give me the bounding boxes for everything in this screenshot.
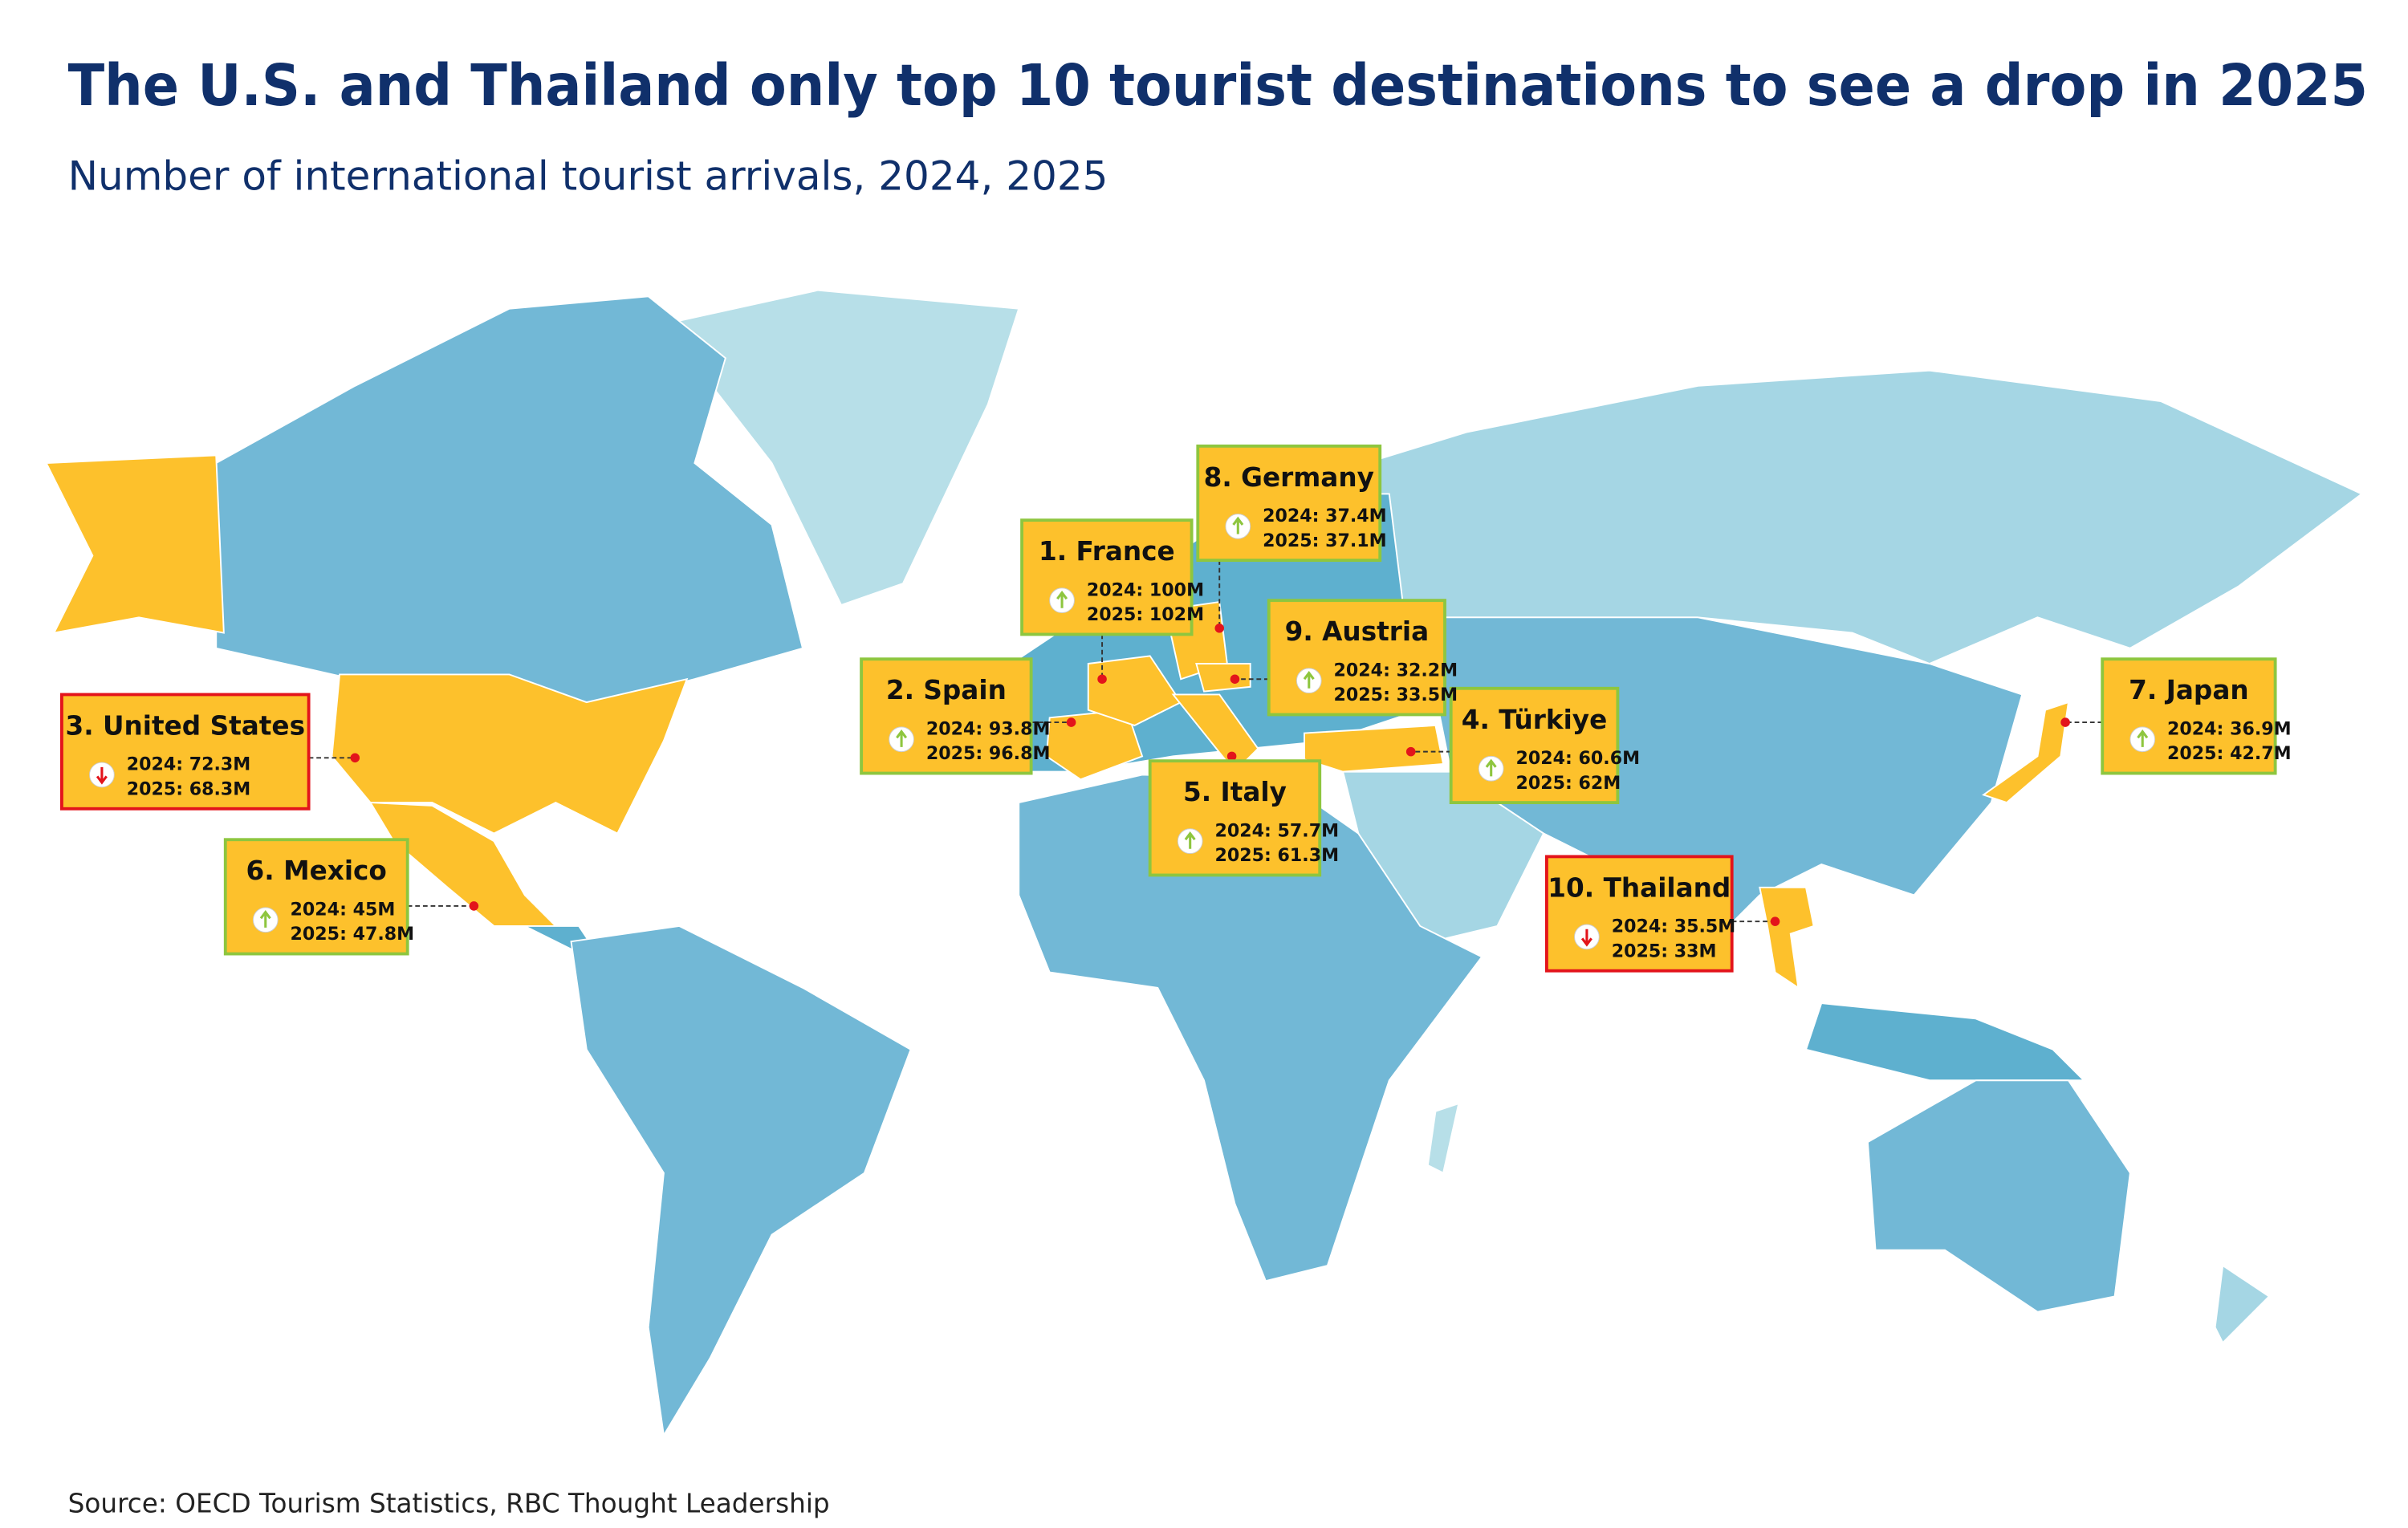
trend-arrow bbox=[1485, 758, 1497, 777]
callout-2024: 2024: 72.3M bbox=[127, 754, 251, 775]
new-zealand bbox=[2214, 1264, 2271, 1344]
source: Source: OECD Tourism Statistics, RBC Tho… bbox=[68, 1489, 830, 1519]
trend-arrow bbox=[2137, 729, 2149, 747]
callout-2024: 2024: 100M bbox=[1087, 579, 1204, 600]
callout-box bbox=[860, 657, 1033, 775]
callout-label: 1. France bbox=[1039, 536, 1175, 567]
france bbox=[1087, 655, 1182, 726]
trend-arrow bbox=[1056, 590, 1068, 608]
callout-2025: 2025: 33.5M bbox=[1334, 685, 1458, 705]
callout-label: 3. United States bbox=[65, 710, 305, 741]
callout-2024: 2024: 37.4M bbox=[1263, 506, 1387, 526]
title: The U.S. and Thailand only top 10 touris… bbox=[68, 52, 2368, 119]
callout-box bbox=[2101, 657, 2277, 775]
thailand bbox=[1759, 886, 1815, 990]
callout-2025: 2025: 42.7M bbox=[2167, 743, 2292, 764]
callout: 10. Thailand 2024: 35.5M 2025: 33M bbox=[1545, 855, 1780, 973]
location-dot bbox=[1066, 717, 1076, 727]
callout-label: 10. Thailand bbox=[1548, 872, 1731, 903]
callout-box bbox=[223, 838, 409, 956]
callouts: 1. France 2024: 100M 2025: 102M 2. Spain 202… bbox=[60, 444, 2292, 973]
united-states bbox=[331, 673, 689, 835]
callout-2025: 2025: 68.3M bbox=[127, 778, 251, 799]
callout-label: 9. Austria bbox=[1285, 616, 1430, 647]
callout: 1. France 2024: 100M 2025: 102M bbox=[1020, 518, 1204, 684]
turkiye bbox=[1304, 724, 1445, 773]
location-dot bbox=[469, 901, 479, 911]
austria bbox=[1195, 663, 1251, 693]
south-america bbox=[570, 925, 912, 1438]
callout-2024: 2024: 93.8M bbox=[926, 718, 1051, 739]
madagascar bbox=[1426, 1102, 1460, 1175]
callout-2025: 2025: 47.8M bbox=[291, 924, 415, 945]
location-dot bbox=[1405, 746, 1416, 757]
location-dot bbox=[1214, 624, 1224, 633]
location-dot bbox=[1770, 916, 1780, 926]
greenland bbox=[662, 289, 1020, 607]
japan bbox=[1982, 701, 2070, 804]
location-dot bbox=[2060, 717, 2070, 727]
callout-2024: 2024: 36.9M bbox=[2167, 718, 2292, 739]
callout-2024: 2024: 60.6M bbox=[1515, 748, 1640, 769]
world-map bbox=[45, 289, 2364, 1438]
trend-arrow bbox=[1184, 831, 1196, 849]
callout-box bbox=[1020, 518, 1194, 636]
callout-2025: 2025: 33M bbox=[1612, 941, 1717, 961]
trend-arrow bbox=[96, 766, 108, 785]
southeast-asia-islands bbox=[1804, 1002, 2086, 1082]
callout: 7. Japan 2024: 36.9M 2025: 42.7M bbox=[2060, 657, 2292, 775]
callout-box bbox=[60, 693, 311, 811]
callout-2025: 2025: 61.3M bbox=[1214, 845, 1339, 866]
callout-2025: 2025: 102M bbox=[1087, 604, 1204, 625]
location-dot bbox=[1226, 751, 1237, 762]
callout-box bbox=[1196, 444, 1382, 563]
callout-2024: 2024: 35.5M bbox=[1612, 916, 1736, 937]
callout: 8. Germany 2024: 37.4M 2025: 37.1M bbox=[1196, 444, 1387, 633]
location-dot bbox=[1230, 674, 1240, 684]
callout-label: 8. Germany bbox=[1204, 462, 1374, 493]
callout-box bbox=[1449, 686, 1620, 805]
callout-label: 4. Türkiye bbox=[1462, 705, 1608, 735]
trend-arrow bbox=[1303, 670, 1315, 689]
callout-label: 7. Japan bbox=[2129, 675, 2249, 705]
callout-label: 6. Mexico bbox=[246, 855, 387, 886]
callout-box bbox=[1148, 759, 1322, 877]
callout-2025: 2025: 62M bbox=[1515, 773, 1621, 794]
callout: 5. Italy 2024: 57.7M 2025: 61.3M bbox=[1148, 751, 1339, 877]
callout-2024: 2024: 32.2M bbox=[1334, 660, 1458, 681]
callout: 9. Austria 2024: 32.2M 2025: 33.5M bbox=[1230, 599, 1458, 717]
trend-arrow bbox=[259, 910, 271, 928]
callout: 4. Türkiye 2024: 60.6M 2025: 62M bbox=[1405, 686, 1640, 805]
callout-box bbox=[1545, 855, 1734, 973]
alaska bbox=[45, 454, 225, 634]
trend-arrow bbox=[1232, 516, 1244, 534]
callout-box bbox=[1267, 599, 1446, 717]
location-dot bbox=[350, 753, 360, 763]
location-dot bbox=[1097, 674, 1107, 684]
callout-label: 2. Spain bbox=[886, 675, 1007, 705]
callout: 3. United States 2024: 72.3M 2025: 68.3M bbox=[60, 693, 360, 811]
callout: 6. Mexico 2024: 45M 2025: 47.8M bbox=[223, 838, 479, 956]
subtitle: Number of international tourist arrivals… bbox=[68, 153, 1108, 200]
trend-arrow bbox=[1580, 929, 1592, 947]
callout-2024: 2024: 45M bbox=[291, 899, 396, 920]
callout-2025: 2025: 37.1M bbox=[1263, 530, 1387, 551]
trend-arrow bbox=[896, 729, 908, 747]
callout: 2. Spain 2024: 93.8M 2025: 96.8M bbox=[860, 657, 1076, 775]
callout-2025: 2025: 96.8M bbox=[926, 743, 1051, 764]
australia bbox=[1866, 1079, 2131, 1313]
callout-label: 5. Italy bbox=[1183, 777, 1287, 807]
callout-2024: 2024: 57.7M bbox=[1214, 820, 1339, 841]
